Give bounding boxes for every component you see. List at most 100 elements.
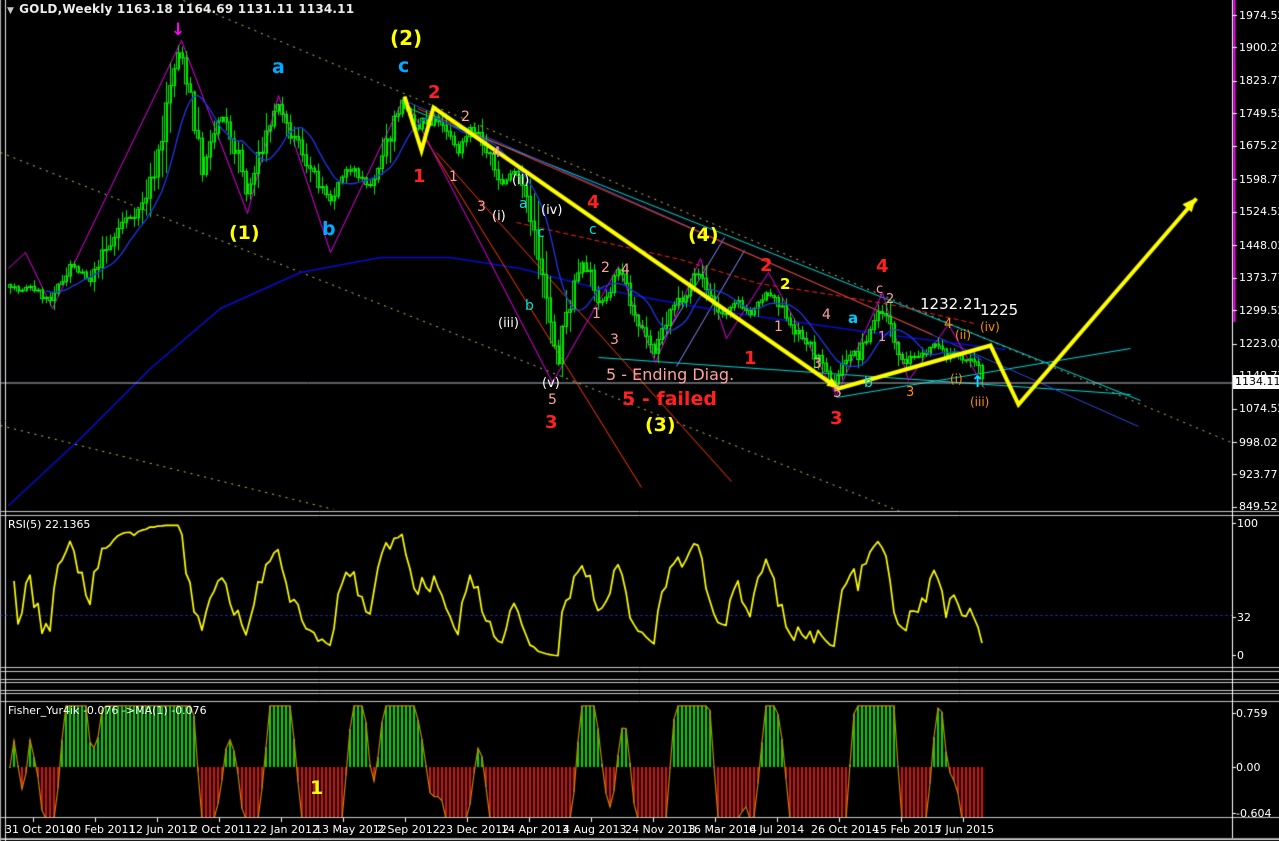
wave-annotation[interactable]: (i) [950, 372, 963, 386]
wave-annotation[interactable]: (iii) [970, 395, 990, 409]
wave-annotation[interactable]: (iv) [541, 203, 563, 218]
wave-annotation[interactable]: 4 [944, 317, 953, 332]
wave-annotation[interactable]: (ii) [955, 328, 972, 342]
wave-annotation[interactable]: 5 - Ending Diag. [606, 365, 735, 384]
wave-annotation[interactable]: c [537, 225, 545, 241]
wave-annotation[interactable]: 1 [310, 777, 324, 799]
price-tick-label: 849.52 [1239, 500, 1278, 514]
price-tick-label: 1823.77 [1239, 74, 1279, 88]
rsi-tick-label: 0 [1237, 649, 1244, 662]
wave-annotation[interactable]: c [589, 222, 597, 238]
wave-annotation[interactable]: 2 [780, 275, 791, 293]
wave-annotation[interactable]: 3 [610, 332, 619, 348]
wave-annotation[interactable]: 2 [461, 109, 470, 125]
wave-annotation[interactable]: 1 [774, 319, 783, 335]
date-label: 22 Jan 2012 [253, 823, 319, 836]
wave-annotation[interactable]: 3 [830, 408, 843, 429]
wave-annotation[interactable]: (iv) [980, 320, 1000, 334]
wave-annotation[interactable]: 3 [477, 199, 486, 215]
price-tick-label: 1598.77 [1239, 172, 1279, 186]
date-label: 2 Sep 2012 [377, 823, 440, 836]
wave-annotation[interactable]: b [525, 298, 534, 314]
wave-annotation[interactable]: 5 - failed [622, 388, 717, 410]
wave-annotation[interactable]: c [876, 282, 884, 297]
date-label: 15 Feb 2015 [873, 823, 942, 836]
price-tick-label: 1524.52 [1239, 205, 1279, 219]
wave-annotation[interactable]: 2 [886, 292, 895, 307]
price-tick-label: 1448.02 [1239, 238, 1279, 252]
wave-annotation[interactable]: (1) [229, 222, 260, 244]
date-label: 24 Nov 2013 [625, 823, 696, 836]
wave-annotation[interactable]: 5 [833, 385, 842, 401]
wave-annotation[interactable]: 1 [413, 166, 426, 187]
symbol-dropdown-icon[interactable]: ▼ [7, 6, 15, 16]
wave-annotation[interactable]: 2 [760, 255, 773, 276]
date-label: 13 May 2012 [315, 823, 387, 836]
wave-annotation[interactable]: 1 [878, 330, 887, 345]
wave-annotation[interactable]: 1 [744, 348, 757, 369]
wave-annotation[interactable]: (v) [542, 376, 560, 391]
wave-annotation[interactable]: a [272, 56, 285, 78]
wave-annotation[interactable]: a [848, 309, 859, 327]
price-tick-label: 1749.52 [1239, 106, 1279, 120]
wave-annotation[interactable]: 4 [587, 192, 600, 213]
wave-annotation[interactable]: (iii) [498, 316, 519, 331]
wave-annotation[interactable]: 2 [601, 260, 610, 276]
wave-annotation[interactable]: 1 [449, 169, 458, 185]
rsi-indicator-label: RSI(5) 22.1365 [8, 518, 91, 531]
date-label: 23 Dec 2012 [439, 823, 510, 836]
wave-annotation[interactable]: 5 [548, 392, 557, 408]
price-tick-label: 1974.52 [1239, 8, 1279, 22]
current-price-box: 1134.11 [1233, 375, 1279, 389]
wave-annotation[interactable]: 3 [906, 385, 915, 400]
wave-annotation[interactable]: (3) [645, 414, 676, 436]
chart-title: GOLD,Weekly 1163.18 1164.69 1131.11 1134… [19, 2, 355, 16]
fisher-tick-label: -0.604 [1236, 807, 1272, 820]
price-tick-label: 1074.52 [1239, 402, 1279, 416]
date-label: 14 Apr 2013 [501, 823, 570, 836]
wave-annotation[interactable]: 4 [876, 256, 889, 277]
price-tick-label: 923.77 [1239, 467, 1278, 481]
wave-annotation[interactable]: b [864, 375, 873, 391]
rsi-tick-label: 32 [1237, 611, 1251, 624]
price-tick-label: 1373.77 [1239, 271, 1279, 285]
wave-annotation[interactable]: ↓ [171, 20, 186, 40]
rsi-tick-label: 100 [1237, 517, 1258, 530]
wave-annotation[interactable]: b [322, 218, 336, 240]
wave-annotation[interactable]: 2 [428, 82, 441, 103]
wave-annotation[interactable]: ↑ [971, 372, 985, 391]
wave-annotation[interactable]: (2) [390, 26, 423, 50]
price-tick-label: 1900.27 [1239, 40, 1279, 54]
wave-annotation[interactable]: c [398, 55, 410, 77]
wave-annotation[interactable]: a [519, 196, 528, 212]
wave-annotation[interactable]: 4 [822, 307, 831, 323]
date-label: 2 Oct 2011 [191, 823, 253, 836]
fisher-tick-label: 0.00 [1236, 761, 1261, 774]
price-tick-label: 1675.27 [1239, 139, 1279, 153]
date-label: 12 Jun 2011 [129, 823, 196, 836]
wave-annotation[interactable]: 3 [545, 412, 558, 433]
wave-annotation[interactable]: (4) [688, 224, 719, 246]
date-label: 26 Oct 2014 [811, 823, 880, 836]
wave-annotation[interactable]: 4 [621, 262, 630, 278]
wave-annotation[interactable]: 1 [592, 306, 601, 322]
date-label: 16 Mar 2014 [687, 823, 757, 836]
wave-annotation[interactable]: 3 [813, 356, 822, 372]
date-label: 4 Aug 2013 [563, 823, 627, 836]
wave-annotation[interactable]: 1232.21 [920, 295, 983, 313]
date-label: 31 Oct 2010 [5, 823, 74, 836]
chart-title-bar: ▼ GOLD,Weekly 1163.18 1164.69 1131.11 113… [7, 2, 354, 16]
date-label: 7 Jun 2015 [935, 823, 995, 836]
fisher-tick-label: 0.759 [1236, 707, 1268, 720]
price-tick-label: 1299.52 [1239, 303, 1279, 317]
wave-annotation[interactable]: 4 [492, 145, 501, 161]
fisher-indicator-label: Fisher_Yur4ik -0.076 ->MA(1) -0.076 [8, 704, 207, 717]
wave-annotation[interactable]: (ii) [512, 173, 530, 188]
price-tick-label: 1223.02 [1239, 337, 1279, 351]
date-label: 6 Jul 2014 [749, 823, 805, 836]
price-tick-label: 998.02 [1239, 435, 1278, 449]
wave-annotation[interactable]: 1225 [980, 301, 1019, 319]
wave-annotation[interactable]: (i) [492, 209, 506, 224]
